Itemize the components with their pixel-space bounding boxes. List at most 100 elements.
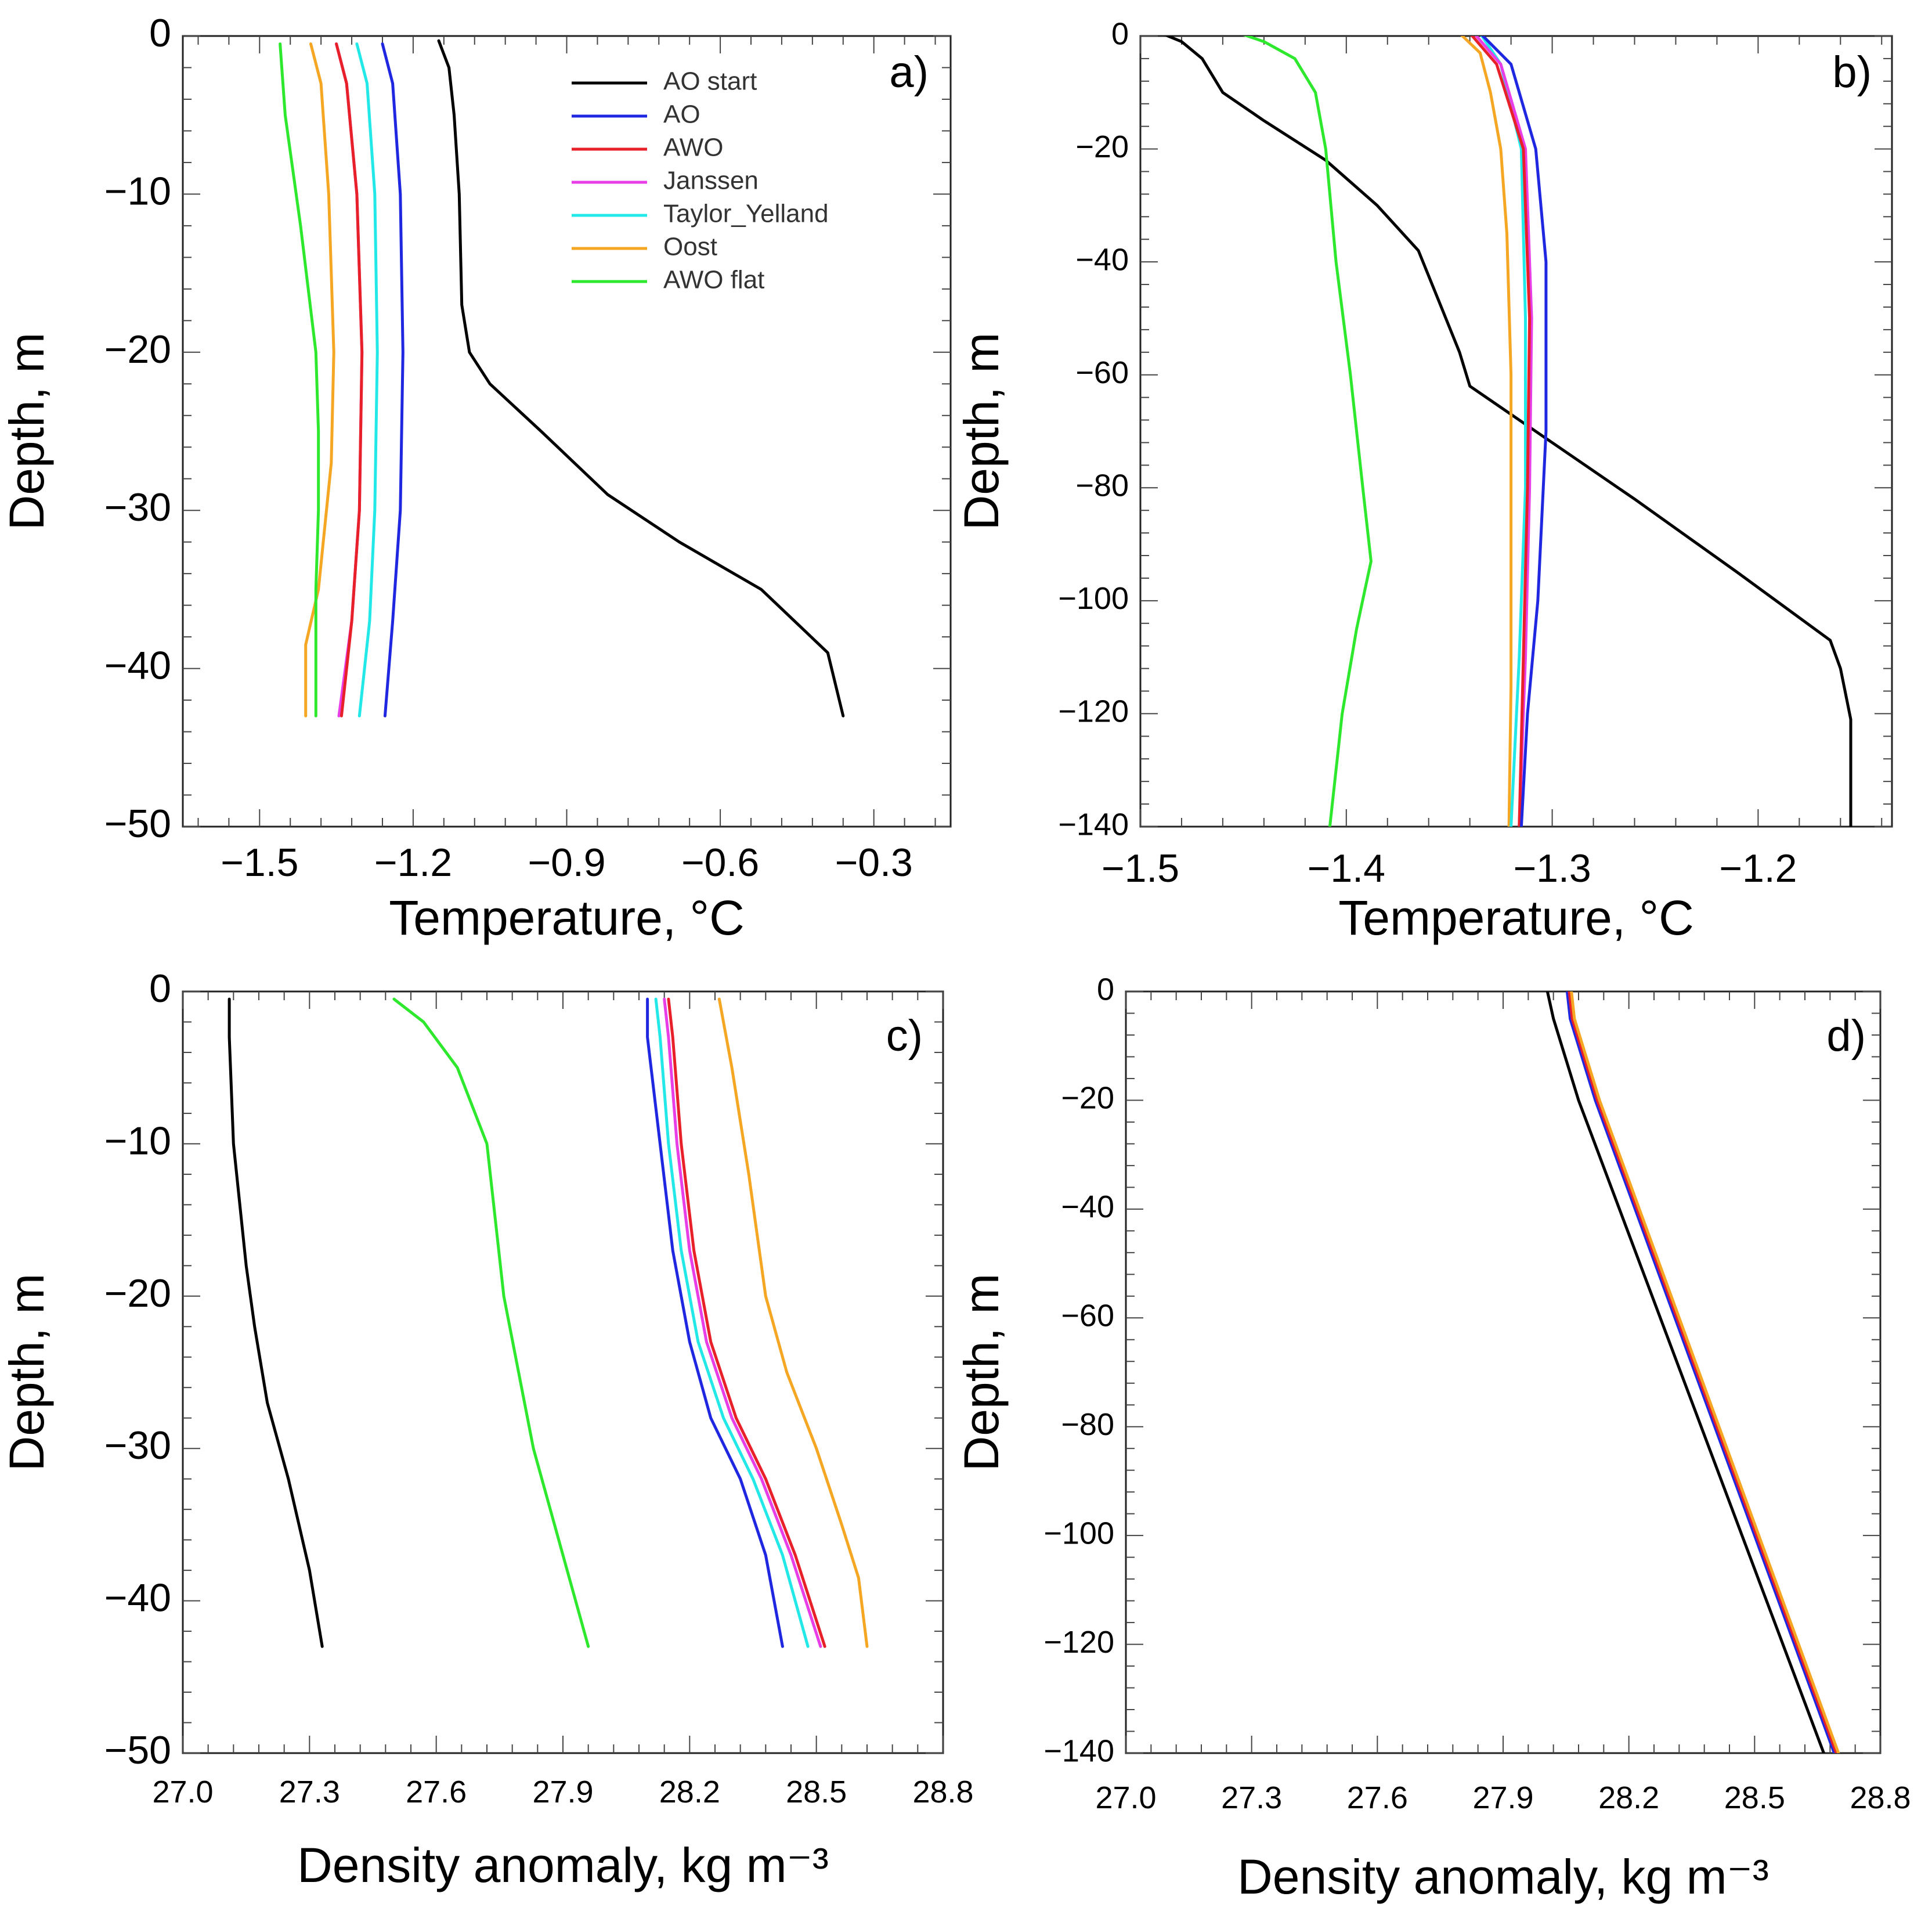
- y-tick-label: −40: [104, 1576, 171, 1620]
- legend-entry: AO: [663, 100, 700, 129]
- panel-label: c): [886, 1011, 923, 1061]
- y-tick-label: −20: [104, 327, 171, 372]
- series-line-oost: [1460, 36, 1513, 827]
- x-tick-label: 28.8: [912, 1775, 973, 1809]
- series-line-awo: [667, 997, 826, 1648]
- x-tick-label: −0.3: [835, 841, 913, 885]
- series-line-oost: [1570, 991, 1840, 1753]
- panel-label: d): [1826, 1011, 1866, 1061]
- legend-entry: Oost: [663, 233, 717, 261]
- y-tick-label: 0: [1111, 16, 1129, 51]
- x-tick-label: −1.5: [221, 841, 298, 885]
- x-axis-title: Density anomaly, kg m⁻³: [297, 1838, 829, 1892]
- series-line-awo: [335, 42, 364, 717]
- x-tick-label: −1.5: [1102, 846, 1179, 890]
- x-tick-label: 28.2: [1598, 1780, 1659, 1815]
- legend-entry: AWO: [663, 134, 723, 162]
- series-line-awo-flat: [392, 997, 590, 1648]
- y-axis-title: Depth, m: [954, 333, 1009, 531]
- series-line-awo-flat: [279, 42, 320, 717]
- x-tick-label: 28.8: [1850, 1780, 1911, 1815]
- y-tick-label: −10: [104, 169, 171, 213]
- y-tick-label: −50: [104, 802, 171, 846]
- series-line-taylor-yelland: [355, 42, 379, 717]
- y-axis-title: Depth, m: [0, 1274, 54, 1472]
- x-axis-title: Temperature, °C: [389, 890, 745, 945]
- panel-b: 0 −20 −40 −60 −80 −100 −120 −140 −1.5 −1.4 −1.3 −1.…: [954, 16, 1893, 945]
- panel-label: a): [889, 48, 929, 97]
- series-line-awo-flat: [1243, 36, 1373, 827]
- y-tick-label: 0: [1097, 972, 1114, 1007]
- y-tick-label: −100: [1043, 1516, 1114, 1551]
- y-tick-label: −60: [1061, 1299, 1114, 1333]
- x-axis-title: Temperature, °C: [1338, 890, 1694, 945]
- series-line-oost: [717, 997, 869, 1648]
- x-tick-label: 27.3: [279, 1775, 340, 1809]
- x-tick-label: 27.9: [532, 1775, 593, 1809]
- panel-d: 0 −20 −40 −60 −80 −100 −120 −140 27.0 27.3 27.6 27.…: [954, 972, 1911, 1904]
- series-line-ao-start: [227, 997, 324, 1648]
- x-tick-label: −1.3: [1513, 846, 1591, 890]
- x-tick-label: 28.2: [659, 1775, 720, 1809]
- y-tick-label: −50: [104, 1728, 171, 1772]
- series-line-ao-start: [437, 39, 845, 717]
- series-line-taylor-yelland: [654, 997, 810, 1648]
- series-line-ao: [381, 42, 405, 717]
- x-tick-label: 27.6: [406, 1775, 467, 1809]
- legend: AO start AO AWO Janssen Taylor_Yelland Oost AW…: [572, 67, 829, 294]
- x-tick-label: 27.9: [1472, 1780, 1533, 1815]
- y-tick-label: −140: [1043, 1733, 1114, 1768]
- legend-entry: Taylor_Yelland: [663, 200, 829, 228]
- y-tick-label: −40: [1061, 1189, 1114, 1224]
- series-line-awo: [1568, 991, 1838, 1753]
- y-tick-label: −30: [104, 1423, 171, 1468]
- series-line-ao: [1565, 991, 1836, 1753]
- y-tick-label: −20: [104, 1271, 171, 1315]
- y-tick-label: −30: [104, 485, 171, 529]
- y-tick-label: 0: [149, 11, 171, 55]
- y-tick-label: −100: [1058, 581, 1129, 616]
- legend-entry: Janssen: [663, 167, 759, 195]
- y-tick-label: −40: [104, 644, 171, 688]
- x-axis-title: Density anomaly, kg m⁻³: [1237, 1849, 1769, 1904]
- y-tick-label: −60: [1075, 355, 1129, 390]
- series-line-oost: [304, 42, 335, 717]
- y-tick-label: 0: [149, 967, 171, 1011]
- y-tick-label: −80: [1061, 1407, 1114, 1442]
- y-tick-label: −80: [1075, 468, 1129, 503]
- x-tick-label: 28.5: [786, 1775, 847, 1809]
- series-line-janssen: [1474, 36, 1533, 827]
- panel-label: b): [1832, 48, 1872, 97]
- series-line-ao: [1480, 36, 1548, 827]
- legend-entry: AWO flat: [663, 266, 764, 294]
- y-axis-title: Depth, m: [0, 333, 54, 531]
- series-line-ao-start: [1164, 36, 1852, 827]
- y-axis-title: Depth, m: [954, 1274, 1009, 1472]
- x-tick-label: 27.3: [1221, 1780, 1282, 1815]
- x-tick-label: 27.6: [1347, 1780, 1408, 1815]
- x-tick-label: 27.0: [152, 1775, 213, 1809]
- x-tick-label: −0.9: [528, 841, 605, 885]
- x-tick-label: 28.5: [1724, 1780, 1785, 1815]
- series-line-janssen: [663, 997, 822, 1648]
- y-tick-label: −140: [1058, 807, 1129, 842]
- legend-entry: AO start: [663, 67, 757, 96]
- y-tick-label: −40: [1075, 242, 1129, 277]
- y-tick-label: −20: [1061, 1081, 1114, 1116]
- x-tick-label: −1.4: [1308, 846, 1385, 890]
- panel-a: 0 −10 −20 −30 −40 −50 −1.5 −1.2 −0.9 −0.6 −0.3 Temp…: [0, 11, 952, 945]
- plot-frame-b: [1139, 35, 1893, 828]
- x-tick-label: −0.6: [681, 841, 759, 885]
- y-tick-label: −20: [1075, 129, 1129, 164]
- series-line-ao-start: [1545, 991, 1825, 1753]
- x-tick-label: −1.2: [1719, 846, 1797, 890]
- y-tick-label: −10: [104, 1119, 171, 1163]
- series-line-ao: [646, 997, 784, 1648]
- x-tick-label: −1.2: [374, 841, 452, 885]
- y-tick-label: −120: [1058, 694, 1129, 729]
- y-tick-label: −120: [1043, 1625, 1114, 1660]
- series-line-awo: [1470, 36, 1532, 827]
- x-tick-label: 27.0: [1095, 1780, 1156, 1815]
